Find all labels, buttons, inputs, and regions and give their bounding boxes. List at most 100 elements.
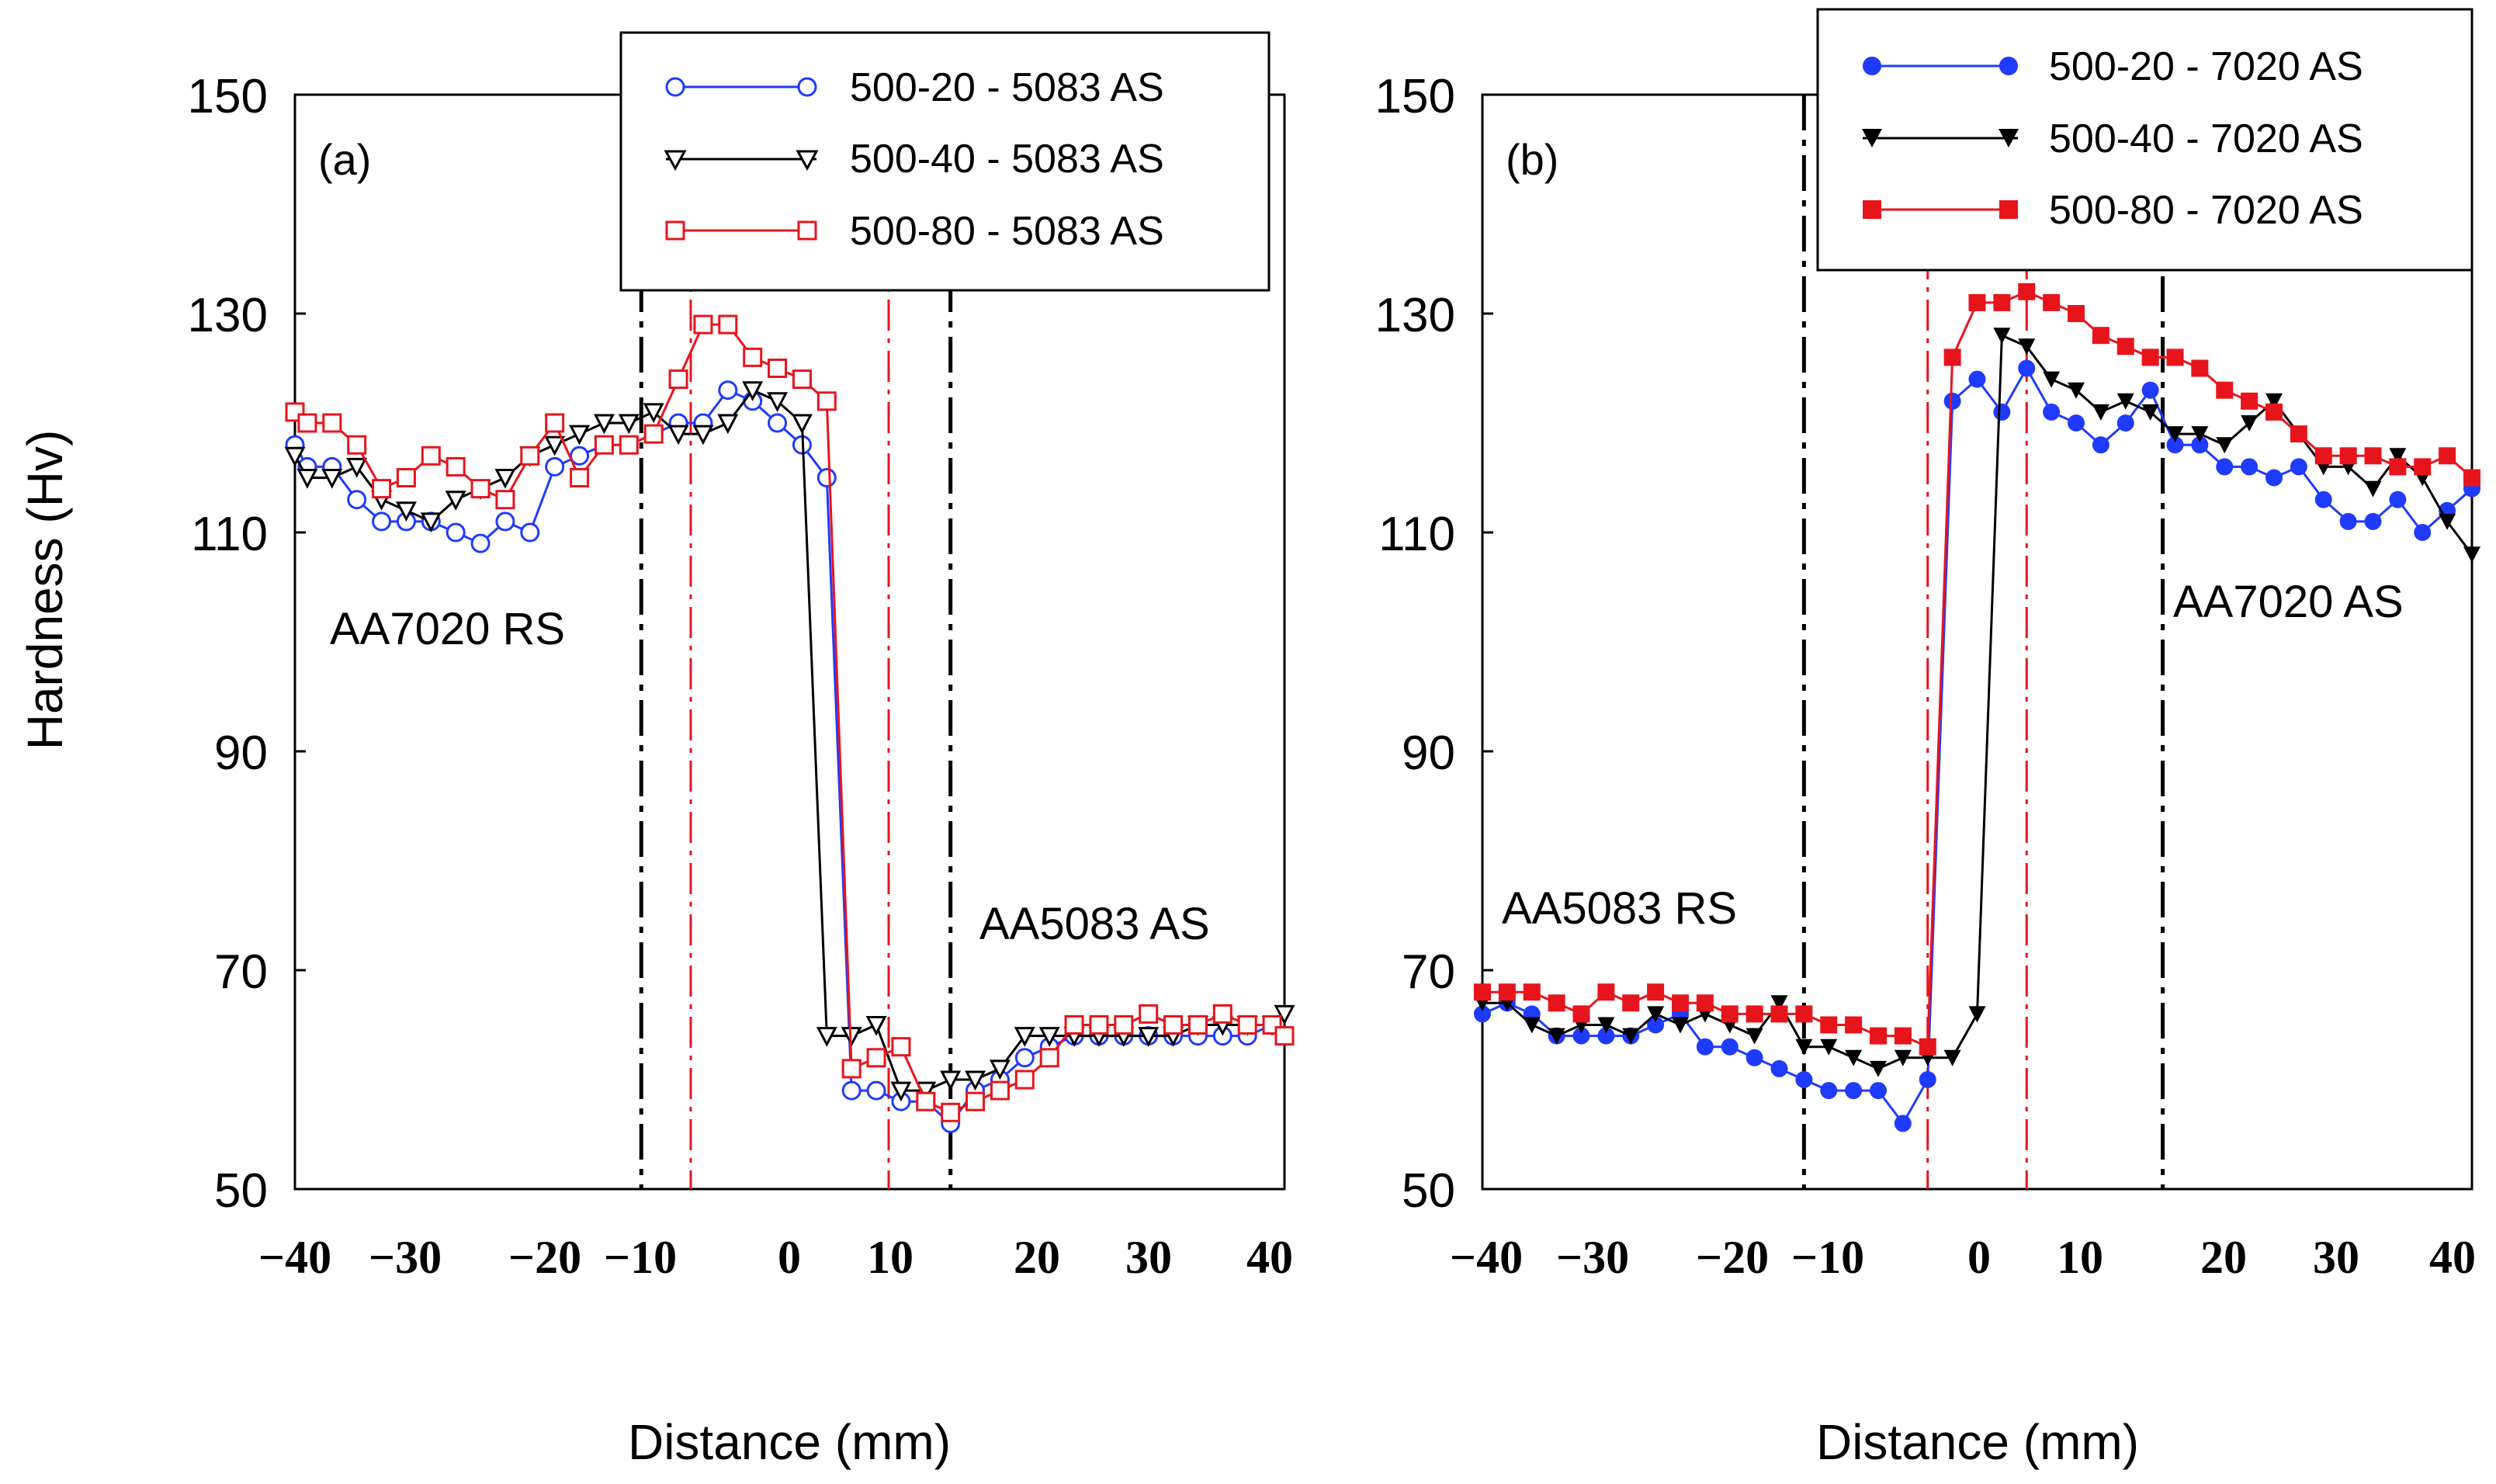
y-tick-label: 70 bbox=[214, 945, 268, 999]
data-point bbox=[421, 446, 441, 466]
data-point bbox=[1474, 983, 1491, 1001]
data-point bbox=[667, 425, 689, 446]
data-point bbox=[1770, 995, 1788, 1012]
series-500-40-7020as bbox=[1474, 328, 2480, 1077]
panel-b-label: (b) bbox=[1506, 135, 1558, 184]
data-point bbox=[890, 1081, 912, 1102]
data-point bbox=[322, 413, 342, 433]
data-point bbox=[470, 533, 491, 553]
data-point bbox=[520, 446, 540, 466]
data-point bbox=[2339, 512, 2357, 530]
data-point bbox=[2068, 382, 2085, 399]
data-point bbox=[2191, 359, 2209, 377]
data-point bbox=[841, 1027, 862, 1047]
y-tick-label: 150 bbox=[1375, 70, 1455, 123]
data-point bbox=[2439, 447, 2456, 465]
data-point bbox=[2141, 404, 2159, 421]
data-point bbox=[2141, 348, 2159, 366]
data-point bbox=[1548, 1028, 1565, 1045]
data-point bbox=[2463, 546, 2480, 563]
data-point bbox=[1721, 1005, 1739, 1023]
data-point bbox=[2068, 414, 2085, 432]
panel-b: (b) 50 70 90 110 130 150 −40 −30 −20 −10… bbox=[1375, 8, 2480, 1470]
panel-a-legend-box bbox=[619, 31, 1271, 292]
data-point bbox=[990, 1080, 1010, 1101]
data-point bbox=[520, 522, 540, 543]
data-point bbox=[2092, 327, 2109, 345]
data-point bbox=[743, 347, 763, 367]
data-point bbox=[1870, 1082, 1887, 1100]
x-tick-label: 10 bbox=[867, 1232, 913, 1283]
data-point bbox=[618, 414, 640, 435]
data-point bbox=[1647, 983, 1665, 1001]
data-point bbox=[768, 413, 788, 433]
data-point bbox=[1672, 994, 1689, 1012]
y-tick-label: 50 bbox=[1402, 1164, 1455, 1218]
x-tick-label: 30 bbox=[2313, 1232, 2359, 1283]
data-point bbox=[594, 435, 614, 455]
data-point bbox=[2043, 403, 2061, 421]
data-point bbox=[2216, 381, 2234, 399]
data-point bbox=[1139, 1004, 1159, 1024]
data-point bbox=[2389, 491, 2407, 508]
data-point bbox=[2043, 371, 2061, 388]
data-point bbox=[470, 479, 491, 499]
data-point bbox=[495, 490, 515, 510]
panel-a-legend: 500-20 - 5083 AS 500-40 - 5083 AS 500-80… bbox=[619, 31, 1271, 292]
data-point bbox=[643, 403, 664, 424]
panel-a-series bbox=[284, 93, 1295, 1191]
panel-a-y-ticks: 50 70 90 110 130 150 bbox=[188, 70, 268, 1218]
data-point bbox=[445, 491, 466, 511]
data-point bbox=[2241, 392, 2259, 410]
panel-a-label: (a) bbox=[318, 135, 371, 184]
data-point bbox=[2166, 426, 2184, 443]
data-point bbox=[916, 1091, 936, 1111]
data-point bbox=[494, 469, 516, 489]
data-point bbox=[718, 314, 738, 335]
legend-entry-500-40-5083: 500-40 - 5083 AS bbox=[664, 137, 1164, 182]
data-point bbox=[445, 456, 466, 477]
x-tick-label: 30 bbox=[1125, 1232, 1172, 1283]
data-point bbox=[2265, 403, 2283, 421]
data-point bbox=[1845, 1082, 1863, 1100]
legend-entry-500-20-7020: 500-20 - 7020 AS bbox=[1863, 44, 2363, 89]
y-axis-title: Hardness (Hv) bbox=[17, 430, 73, 751]
data-point bbox=[791, 414, 813, 435]
y-tick-label: 110 bbox=[191, 508, 268, 561]
data-point bbox=[1968, 1006, 1986, 1023]
data-point bbox=[2364, 512, 2382, 530]
data-point bbox=[865, 1016, 887, 1036]
data-point bbox=[2364, 480, 2382, 498]
x-tick-label: −40 bbox=[1450, 1232, 1523, 1283]
data-point bbox=[2191, 426, 2209, 443]
y-tick-label: 90 bbox=[214, 726, 268, 780]
data-point bbox=[2439, 513, 2456, 530]
series-500-80-5083as bbox=[285, 314, 1295, 1122]
series-500-20-7020as bbox=[1474, 359, 2480, 1132]
data-point bbox=[1597, 1017, 1615, 1034]
data-point bbox=[1014, 1048, 1035, 1068]
panel-b-region-label-right: AA7020 AS bbox=[2173, 577, 2404, 627]
x-tick-label: 10 bbox=[2057, 1232, 2103, 1283]
data-point bbox=[866, 1048, 886, 1068]
data-point bbox=[1212, 1004, 1232, 1024]
data-point bbox=[1845, 1016, 1863, 1034]
data-point bbox=[940, 1070, 962, 1091]
data-point bbox=[1919, 1071, 1936, 1088]
legend-label: 500-20 - 5083 AS bbox=[850, 65, 1164, 110]
data-point bbox=[2018, 359, 2036, 377]
data-point bbox=[767, 392, 789, 413]
data-point bbox=[297, 413, 317, 433]
panel-a-region-label-right: AA5083 AS bbox=[979, 899, 1210, 949]
data-point bbox=[1820, 1016, 1838, 1034]
data-point bbox=[841, 1080, 861, 1101]
data-point bbox=[1795, 1071, 1813, 1088]
data-point bbox=[619, 435, 639, 455]
data-point bbox=[2018, 338, 2036, 355]
data-point bbox=[1795, 1038, 1813, 1056]
data-point bbox=[866, 1080, 886, 1101]
data-point bbox=[816, 391, 837, 411]
data-point bbox=[1672, 1017, 1689, 1034]
legend-label: 500-80 - 7020 AS bbox=[2049, 188, 2363, 233]
data-point bbox=[420, 512, 442, 533]
